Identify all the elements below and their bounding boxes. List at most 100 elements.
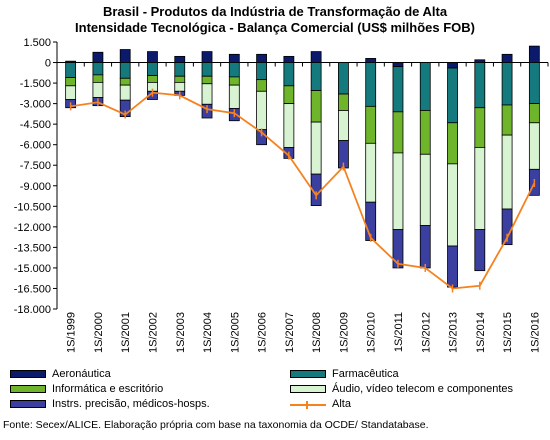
bar-segment bbox=[474, 229, 486, 272]
x-tick-label: 1S/2003 bbox=[175, 312, 187, 353]
bar-segment bbox=[92, 51, 104, 63]
bar-segment bbox=[256, 62, 267, 81]
bar-segment bbox=[338, 93, 349, 111]
bar-segment bbox=[256, 90, 267, 131]
bar-segment bbox=[283, 85, 295, 105]
bar-segment bbox=[501, 62, 513, 106]
x-tick-label: 1S/1999 bbox=[66, 312, 78, 353]
x-tick-label: 1S/2006 bbox=[257, 312, 269, 353]
y-tick-label: -16.500 bbox=[14, 283, 51, 295]
bar-segment bbox=[228, 62, 240, 78]
bar-segment bbox=[310, 51, 322, 63]
bar-segment bbox=[174, 55, 186, 63]
bar-segment bbox=[474, 147, 486, 230]
bar-segment bbox=[365, 105, 377, 144]
bar-segment bbox=[147, 62, 158, 76]
y-tick-label: 0 bbox=[45, 58, 51, 70]
bar-segment bbox=[338, 110, 349, 141]
y-tick-label: 1.500 bbox=[23, 37, 51, 49]
y-tick-label: -7.500 bbox=[20, 160, 51, 172]
bar-segment bbox=[528, 122, 540, 170]
bar-segment bbox=[419, 62, 431, 111]
bar-segment bbox=[528, 45, 540, 63]
y-tick-label: -9.000 bbox=[20, 181, 51, 193]
bar-segment bbox=[447, 62, 458, 69]
bar-segment bbox=[474, 59, 486, 63]
y-tick-label: -13.500 bbox=[14, 242, 51, 254]
bar-segment bbox=[283, 55, 295, 63]
bar-segment bbox=[119, 77, 131, 86]
legend-swatch-farmaceutica bbox=[290, 370, 326, 378]
y-tick-label: -3.000 bbox=[20, 99, 51, 111]
bar-segment bbox=[447, 245, 458, 288]
bar-segment bbox=[392, 66, 404, 113]
y-tick-label: -18.000 bbox=[14, 304, 51, 316]
bar-segment bbox=[201, 51, 213, 63]
x-tick-label: 1S/2009 bbox=[338, 312, 350, 353]
bar-segment bbox=[392, 152, 404, 230]
bar-segment bbox=[419, 153, 431, 226]
x-tick-label: 1S/2014 bbox=[475, 312, 487, 353]
x-tick-label: 1S/2010 bbox=[366, 312, 378, 353]
y-tick-label: -10.500 bbox=[14, 201, 51, 213]
bar-segment bbox=[419, 225, 431, 269]
bar-segment bbox=[201, 75, 213, 85]
bar-segment bbox=[174, 75, 186, 83]
bar-segment bbox=[310, 90, 322, 123]
y-tick-label: -12.000 bbox=[14, 222, 51, 234]
x-tick-label: 1S/2000 bbox=[93, 312, 105, 353]
y-tick-label: -6.000 bbox=[20, 140, 51, 152]
bar-segment bbox=[65, 62, 77, 78]
bar-segment bbox=[447, 67, 458, 124]
bar-segment bbox=[338, 62, 349, 95]
x-tick-label: 1S/2015 bbox=[502, 312, 514, 353]
bar-segment bbox=[310, 121, 322, 175]
bar-segment bbox=[283, 62, 295, 87]
bar-segment bbox=[119, 84, 131, 101]
bar-segment bbox=[419, 110, 431, 155]
bar-segment bbox=[392, 111, 404, 154]
x-tick-label: 1S/2002 bbox=[147, 312, 159, 353]
legend-label-farmaceutica: Farmacêutica bbox=[332, 368, 399, 380]
x-tick-label: 1S/2011 bbox=[393, 312, 405, 352]
x-tick-label: 1S/2007 bbox=[284, 312, 296, 353]
legend-label-instrumentos: Instrs. precisão, médicos-hosps. bbox=[52, 398, 210, 410]
bar-segment bbox=[501, 53, 513, 63]
bar-segment bbox=[392, 62, 404, 68]
bar-segment bbox=[201, 83, 213, 105]
chart-plot: 1.500 0 -1.500 -3.000 -4.500 -6.000 -7.500 -9.0… bbox=[14, 37, 549, 353]
x-tick-label: 1S/2013 bbox=[448, 312, 460, 353]
legend-swatch-audio-video bbox=[290, 385, 326, 393]
x-tick-label: 1S/2004 bbox=[202, 312, 214, 353]
bar-segment bbox=[228, 76, 240, 86]
bar-segment bbox=[501, 104, 513, 136]
bar-segment bbox=[447, 122, 458, 165]
bar-segment bbox=[528, 62, 540, 105]
bar-segment bbox=[256, 79, 267, 92]
bar-segment bbox=[447, 163, 458, 247]
bar-segment bbox=[256, 53, 267, 63]
bar-segment bbox=[501, 134, 513, 210]
bar-segment bbox=[310, 62, 322, 92]
bar-segment bbox=[528, 103, 540, 124]
x-tick-label: 1S/2005 bbox=[229, 312, 241, 353]
bar-segment bbox=[474, 107, 486, 148]
bar-segment bbox=[228, 53, 240, 63]
legend-swatch-aeronautica bbox=[10, 370, 46, 378]
source-note: Fonte: Secex/ALICE. Elaboração própria c… bbox=[3, 419, 429, 431]
legend-label-alta: Alta bbox=[332, 398, 351, 410]
legend-label-informatica: Informática e escritório bbox=[52, 383, 164, 395]
bar-segment bbox=[365, 62, 377, 107]
x-tick-label: 1S/2012 bbox=[420, 312, 432, 353]
y-tick-label: -4.500 bbox=[20, 119, 51, 131]
bar-segment bbox=[365, 58, 377, 63]
bar-segment bbox=[119, 49, 131, 63]
bar-segment bbox=[92, 74, 104, 83]
legend-label-audio-video: Áudio, vídeo telecom e componentes bbox=[332, 383, 514, 395]
bar-segment bbox=[65, 85, 77, 100]
bar-segment bbox=[92, 81, 104, 98]
legend-label-aeronautica: Aeronáutica bbox=[52, 368, 111, 380]
bar-segment bbox=[174, 62, 186, 77]
bar-segment bbox=[119, 62, 131, 79]
bar-segment bbox=[201, 62, 213, 77]
